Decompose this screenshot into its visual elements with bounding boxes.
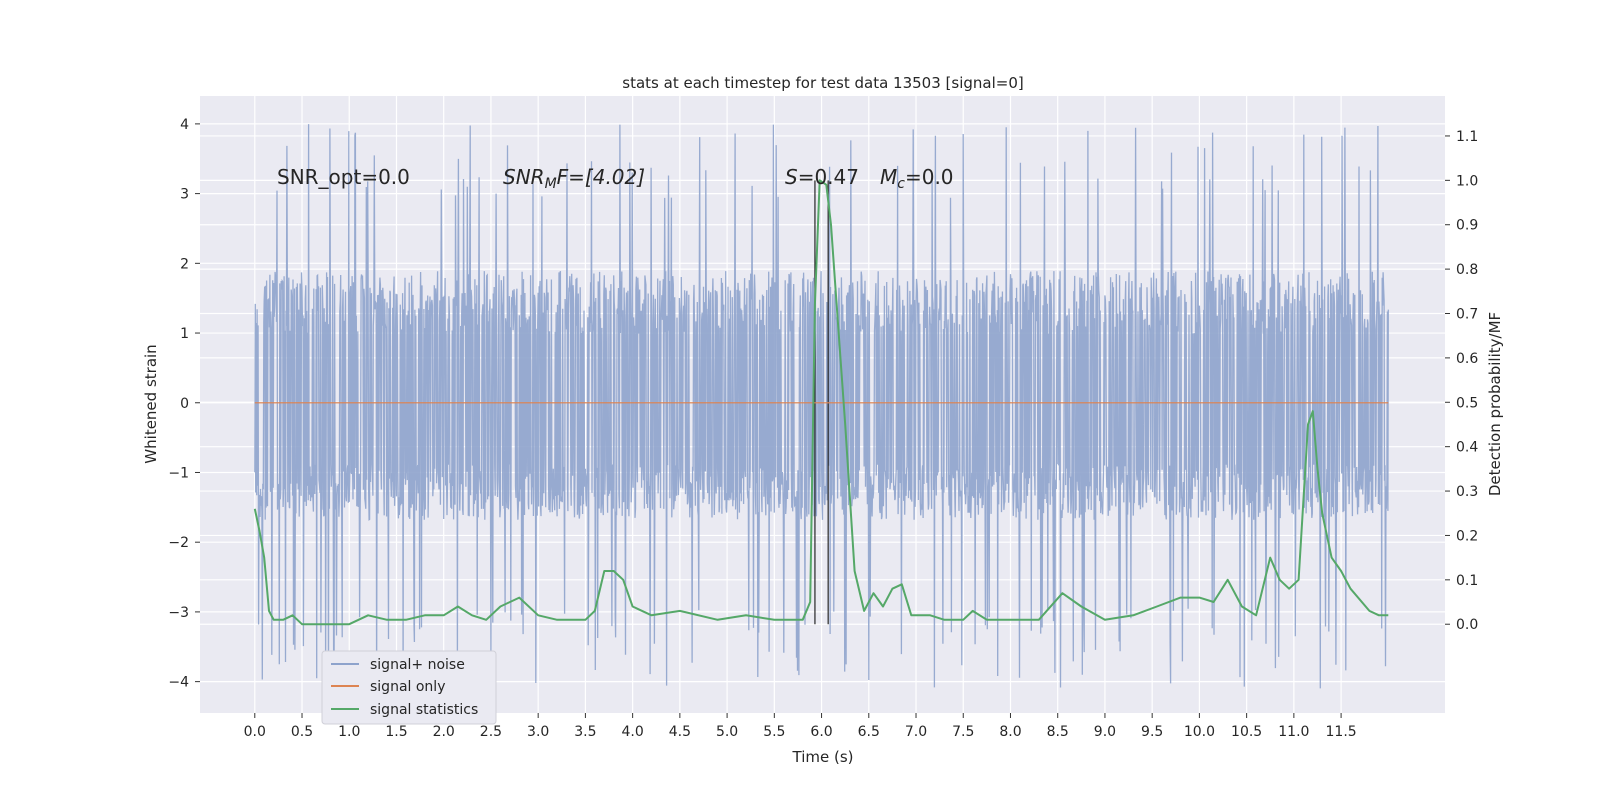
legend-label-signal-noise: signal+ noise	[370, 657, 465, 673]
y-left-tick-label-1: −3	[168, 605, 189, 621]
annotation-mc: Mc=0.0	[880, 165, 954, 192]
x-tick-label-6: 3.0	[527, 724, 549, 740]
x-tick-label-2: 1.0	[338, 724, 360, 740]
x-tick-label-9: 4.5	[669, 724, 691, 740]
series-signal-noise-line	[254, 124, 1389, 689]
x-tick-label-21: 10.5	[1231, 724, 1262, 740]
x-tick-label-4: 2.0	[433, 724, 455, 740]
x-tick-label-17: 8.5	[1047, 724, 1069, 740]
y-right-tick-label-11: 1.1	[1456, 129, 1478, 145]
y-right-tick-label-3: 0.3	[1456, 484, 1478, 500]
x-axis-label: Time (s)	[792, 748, 854, 766]
y-left-tick-label-4: 0	[180, 396, 189, 412]
x-tick-label-23: 11.5	[1326, 724, 1357, 740]
y-left-tick-label-7: 3	[180, 187, 189, 203]
y-right-tick-label-6: 0.6	[1456, 351, 1478, 367]
annotation-snr-mf-rest: F=[4.02]	[557, 165, 645, 189]
x-tick-label-7: 3.5	[574, 724, 596, 740]
y-right-tick-label-0: 0.0	[1456, 617, 1478, 633]
annotation-snr-opt: SNR_opt=0.0	[277, 165, 410, 189]
right-axis-ticks: 0.0 0.1 0.2 0.3 0.4 0.5 0.6 0.7 0.8 0.9 1.0 1.1	[1445, 129, 1478, 633]
x-tick-label-13: 6.5	[858, 724, 880, 740]
x-tick-label-19: 9.5	[1141, 724, 1163, 740]
legend-label-signal-only: signal only	[370, 679, 445, 695]
x-tick-label-16: 8.0	[999, 724, 1021, 740]
x-tick-label-22: 11.0	[1278, 724, 1309, 740]
signal-statistics-series	[253, 179, 1389, 626]
x-tick-label-10: 5.0	[716, 724, 738, 740]
y-right-tick-label-5: 0.5	[1456, 395, 1478, 411]
annotation-mc-rest: =0.0	[905, 165, 954, 189]
legend: signal+ noise signal only signal statist…	[321, 650, 497, 725]
y-right-tick-label-2: 0.2	[1456, 528, 1478, 544]
x-tick-label-18: 9.0	[1094, 724, 1116, 740]
y-left-tick-label-8: 4	[180, 117, 189, 133]
y-right-tick-label-9: 0.9	[1456, 218, 1478, 234]
series-signal-statistics-line	[253, 179, 1389, 626]
y-left-tick-label-5: 1	[180, 326, 189, 342]
y-right-tick-label-7: 0.7	[1456, 307, 1478, 323]
x-axis-ticks: 0.0 0.5 1.0 1.5 2.0 2.5 3.0 3.5 4.0 4.5 5.0 5.5 6.0 6…	[244, 713, 1357, 740]
y-left-tick-label-0: −4	[168, 675, 189, 691]
signal-noise-series	[254, 124, 1389, 689]
x-tick-label-20: 10.0	[1184, 724, 1215, 740]
x-tick-label-5: 2.5	[480, 724, 502, 740]
y-axis-left-label: Whitened strain	[142, 344, 160, 463]
annotation-s: S=0.47	[785, 165, 859, 189]
annotation-snr-mf-main: SNR	[503, 165, 545, 189]
y-right-tick-label-10: 1.0	[1456, 173, 1478, 189]
x-tick-label-1: 0.5	[291, 724, 313, 740]
x-tick-label-15: 7.5	[952, 724, 974, 740]
x-tick-label-14: 7.0	[905, 724, 927, 740]
annotation-snr-mf: SNRMF=[4.02]	[503, 165, 645, 192]
x-tick-label-3: 1.5	[385, 724, 407, 740]
x-tick-label-0: 0.0	[244, 724, 266, 740]
legend-box	[321, 650, 497, 725]
legend-label-signal-statistics: signal statistics	[370, 702, 478, 718]
x-tick-label-12: 6.0	[810, 724, 832, 740]
left-axis-ticks: −4 −3 −2 −1 0 1 2 3 4	[168, 117, 200, 691]
y-left-tick-label-2: −2	[168, 535, 189, 551]
y-axis-right-label: Detection probability/MF	[1486, 312, 1504, 496]
annotation-mc-main: M	[880, 165, 897, 189]
y-left-tick-label-3: −1	[168, 465, 189, 481]
annotation-mc-sub: c	[897, 176, 905, 192]
y-right-tick-label-1: 0.1	[1456, 573, 1478, 589]
chart-title: stats at each timestep for test data 135…	[622, 74, 1023, 92]
x-tick-label-11: 5.5	[763, 724, 785, 740]
annotation-s-rest: =0.47	[798, 165, 859, 189]
x-tick-label-8: 4.0	[621, 724, 643, 740]
y-left-tick-label-6: 2	[180, 256, 189, 272]
y-right-tick-label-8: 0.8	[1456, 262, 1478, 278]
y-right-tick-label-4: 0.4	[1456, 440, 1478, 456]
annotation-snr-mf-sub: M	[545, 176, 557, 192]
annotation-s-main: S	[785, 165, 798, 189]
